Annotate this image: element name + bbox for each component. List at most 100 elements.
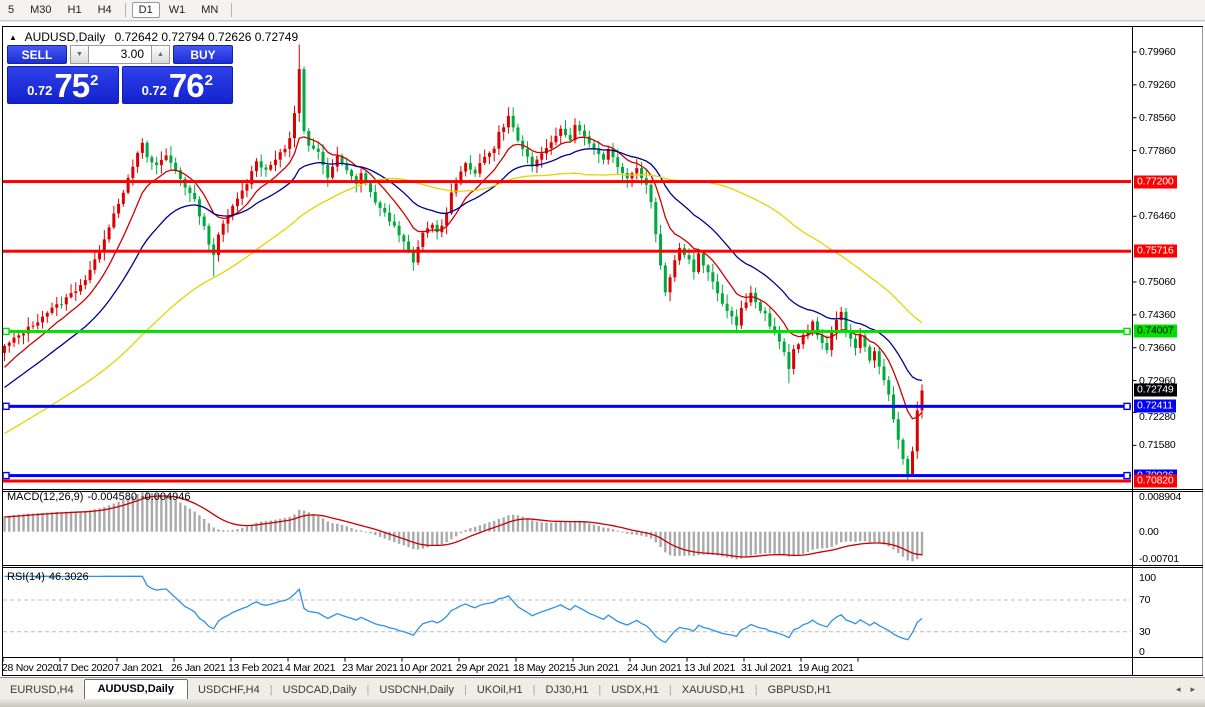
date-label: 24 Jun 2021 <box>627 662 682 674</box>
timeframe-button-w1[interactable]: W1 <box>168 4 186 16</box>
macd-histogram <box>3 492 924 562</box>
hline-handle <box>3 327 10 336</box>
price-tick-label: 0.76460 <box>1139 210 1176 223</box>
date-label: 18 May 2021 <box>513 662 571 674</box>
hline-0.7082 <box>3 479 1131 483</box>
date-label: 5 Jun 2021 <box>570 662 619 674</box>
price-tick-label: 0.72960 <box>1139 374 1176 387</box>
ema-25-line <box>4 148 923 389</box>
buy-price-big: 76 <box>168 67 205 104</box>
ema-10-line <box>4 136 923 420</box>
price-level-label-0.72411: 0.72411 <box>1134 399 1176 413</box>
sell-price-pip: 2 <box>90 72 99 89</box>
volume-decrease-button[interactable] <box>70 45 89 64</box>
tab-usdx-h1[interactable]: USDX,H1 <box>611 684 659 696</box>
rsi-pane-title: RSI(14) 46.3026 <box>7 571 93 583</box>
hline-0.74007 <box>3 329 1131 333</box>
sell-price-prefix: 0.72 <box>27 83 53 98</box>
tab-eurusd-h4[interactable]: EURUSD,H4 <box>10 684 74 696</box>
date-label: 13 Feb 2021 <box>228 662 284 674</box>
macd-signal-line <box>4 495 923 558</box>
main-price-pane <box>3 44 1131 483</box>
rsi-pane <box>3 575 1131 644</box>
tab-separator: | <box>668 684 672 696</box>
ohlc-values: 0.72642 0.72794 0.72626 0.72749 <box>114 30 299 44</box>
macd-pane-title: MACD(12,26,9) -0.004580 -0.004946 <box>7 491 195 503</box>
timeframe-button-h1[interactable]: H1 <box>67 4 82 16</box>
date-label: 19 Aug 2021 <box>798 662 854 674</box>
hline-handle <box>3 471 10 480</box>
price-level-label-0.77200: 0.77200 <box>1134 175 1177 189</box>
hline-handle <box>1123 402 1131 411</box>
rsi-value: 46.3026 <box>48 571 89 583</box>
tab-scroll-right-icon[interactable] <box>1190 684 1195 695</box>
timeframe-button-d1[interactable]: D1 <box>131 2 160 18</box>
rsi-label: RSI(14) <box>7 571 45 583</box>
tab-usdcad-daily[interactable]: USDCAD,Daily <box>282 684 357 696</box>
sell-button[interactable]: SELL <box>7 45 67 64</box>
date-label: 29 Apr 2021 <box>456 662 510 674</box>
date-label: 28 Nov 2020 <box>2 662 59 674</box>
buy-price-pip: 2 <box>204 72 213 89</box>
symbol-label: AUDUSD,Daily <box>24 30 106 44</box>
date-label: 4 Mar 2021 <box>285 662 336 674</box>
buy-price-prefix: 0.72 <box>141 83 167 98</box>
tab-audusd-daily[interactable]: AUDUSD,Daily <box>83 679 188 700</box>
timeframe-button-5[interactable]: 5 <box>8 4 15 16</box>
tab-xauusd-h1[interactable]: XAUUSD,H1 <box>681 684 745 696</box>
tab-scroll-arrows <box>1166 684 1205 700</box>
macd-axis-label: -0.00701 <box>1139 553 1179 565</box>
rsi-line <box>4 575 923 644</box>
buy-button[interactable]: BUY <box>173 45 233 64</box>
price-tick-label: 0.71580 <box>1139 439 1176 452</box>
symbol-tab-bar: EURUSD,H4 AUDUSD,Daily USDCHF,H4 | USDCAD,Da… <box>0 677 1205 700</box>
price-tick-label: 0.75060 <box>1139 276 1176 288</box>
timeframe-button-mn[interactable]: MN <box>201 4 219 16</box>
price-tick-label: 0.72280 <box>1139 411 1176 423</box>
tab-ukoil-h1[interactable]: UKOil,H1 <box>476 684 523 696</box>
price-tick-label: 0.74360 <box>1139 308 1176 321</box>
price-tick-label: 0.77860 <box>1139 144 1176 157</box>
macd-pane <box>3 492 924 562</box>
hline-handle <box>1123 327 1131 336</box>
date-label: 26 Jan 2021 <box>171 662 226 674</box>
tab-gbpusd-h1[interactable]: GBPUSD,H1 <box>767 684 832 696</box>
hline-0.70936 <box>3 474 1131 478</box>
macd-signal-value: -0.004946 <box>140 491 191 503</box>
macd-axis-label: 0.00 <box>1139 526 1159 538</box>
price-level-label-0.75716: 0.75716 <box>1134 244 1177 258</box>
hline-handle <box>3 402 10 411</box>
macd-value: -0.004580 <box>87 491 137 503</box>
date-label: 7 Jan 2021 <box>114 662 163 674</box>
tab-separator: | <box>598 684 602 696</box>
tab-usdchf-h4[interactable]: USDCHF,H4 <box>197 684 260 696</box>
rsi-axis-label: 100 <box>1139 572 1156 584</box>
volume-input[interactable]: 3.00 <box>89 45 151 64</box>
tab-separator: | <box>366 684 370 696</box>
tab-usdcnh-daily[interactable]: USDCNH,Daily <box>379 684 454 696</box>
tab-scroll-left-icon[interactable] <box>1176 684 1181 695</box>
toolbar-separator <box>231 3 233 17</box>
timeframe-button-m30[interactable]: M30 <box>30 4 52 16</box>
sell-quote-button[interactable]: 0.72 75 2 <box>7 66 119 104</box>
price-tick-label: 0.78560 <box>1139 111 1176 124</box>
window-bottom-edge <box>0 699 1205 707</box>
candlesticks <box>3 44 924 483</box>
timeframe-button-h4[interactable]: H4 <box>97 4 112 16</box>
buy-quote-button[interactable]: 0.72 76 2 <box>121 66 233 104</box>
tab-separator: | <box>754 684 758 696</box>
toolbar-separator <box>124 3 126 17</box>
collapse-arrow-icon[interactable] <box>9 30 22 44</box>
tab-separator: | <box>269 684 273 696</box>
tab-separator: | <box>463 684 467 696</box>
date-label: 23 Mar 2021 <box>342 662 398 674</box>
macd-label: MACD(12,26,9) <box>7 491 84 503</box>
price-level-label-0.74007: 0.74007 <box>1134 324 1177 338</box>
volume-increase-button[interactable] <box>151 45 170 64</box>
chart-symbol-header: AUDUSD,Daily 0.72642 0.72794 0.72626 0.7… <box>9 30 298 44</box>
hline-0.72411 <box>3 404 1131 408</box>
tab-dj30-h1[interactable]: DJ30,H1 <box>545 684 589 696</box>
macd-axis-label: 0.008904 <box>1139 491 1182 503</box>
